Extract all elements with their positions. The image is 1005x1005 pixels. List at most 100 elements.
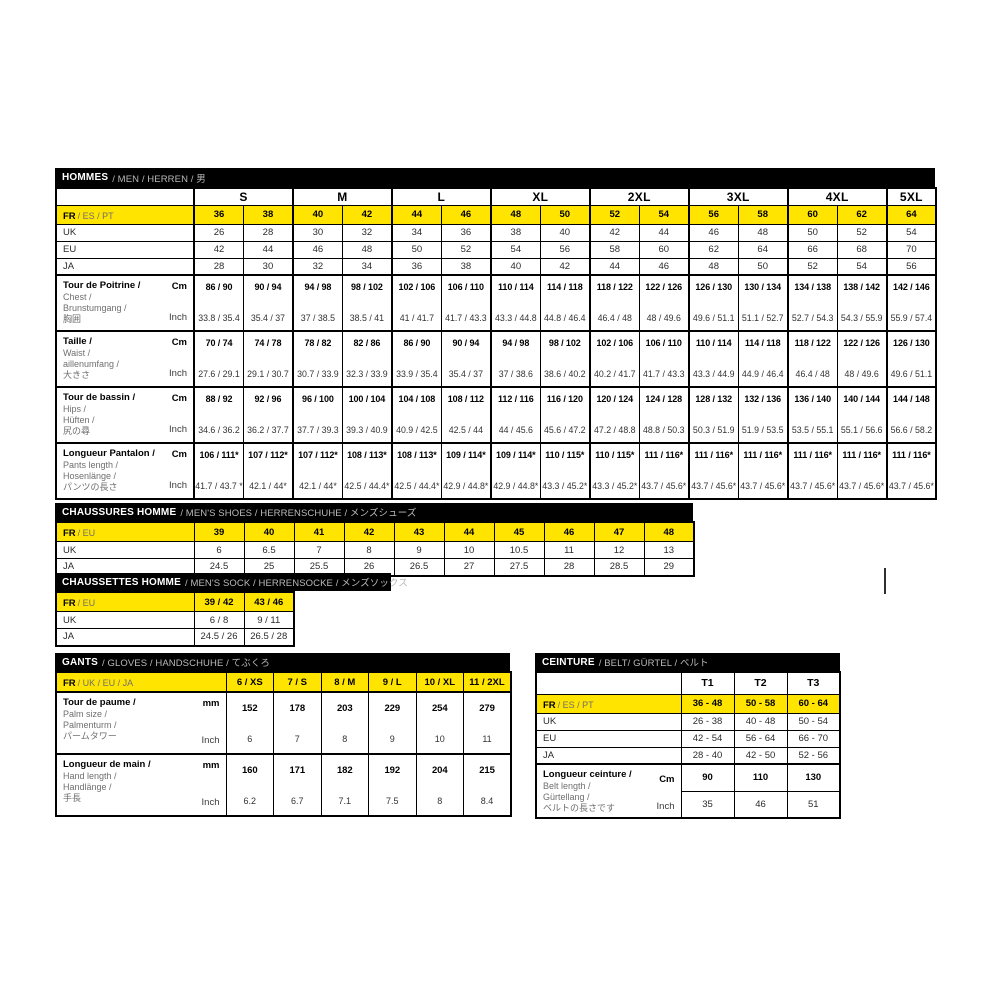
pants-value-cell: 110 / 115* 43.3 / 45.2*: [588, 442, 640, 500]
eu-size-cell: 70: [885, 240, 937, 259]
shoes-section: CHAUSSURES HOMME / MEN'S SHOES / HERRENS…: [55, 503, 695, 577]
chest-cm-value: 126 / 130: [695, 282, 733, 292]
chest-value-cell: 134 / 138 52.7 / 54.3: [786, 274, 838, 332]
belt-length-label-sub-0: Belt length /: [543, 780, 591, 791]
pants-inch-value: 42.9 / 44.8*: [493, 481, 539, 491]
fr-size-cell: 62: [836, 204, 888, 225]
hips-value-wrap: 96 / 100 37.7 / 39.3: [295, 389, 341, 442]
pants-value-wrap: 111 / 116* 43.7 / 45.6*: [640, 445, 687, 498]
shoes-uk-cell: 6: [193, 541, 245, 559]
shoes-fr-label: FR / EU: [55, 521, 195, 542]
waist-cm-value: 70 / 74: [205, 338, 233, 348]
hand-value-wrap: 192 7.5: [369, 756, 415, 815]
waist-cm-value: 106 / 110: [645, 338, 682, 348]
gloves-title-bar: GANTS / GLOVES / HANDSCHUHE / てぶくろ: [55, 653, 510, 671]
waist-inch-value: 48 / 49.6: [844, 369, 879, 379]
pants-value-wrap: 106 / 111* 41.7 / 43.7 *: [196, 445, 242, 498]
palm-value-wrap: 178 7: [274, 694, 320, 753]
chest-value-wrap: 138 / 142 54.3 / 55.9: [838, 277, 885, 330]
waist-inch-value: 44.9 / 46.4: [741, 369, 784, 379]
pants-value-wrap: 109 / 114* 42.9 / 44.8*: [493, 445, 539, 498]
fr-size-cell: 46: [440, 204, 492, 225]
belt-fr-label: FR / ES / PT: [535, 693, 682, 714]
pants-cm-value: 108 / 113*: [397, 450, 437, 460]
palm-value-cell: 279 11: [463, 691, 512, 755]
hips-cm-value: 120 / 124: [596, 394, 634, 404]
hips-value-wrap: 124 / 128 48.8 / 50.3: [640, 389, 687, 442]
chest-value-cell: 142 / 146 55.9 / 57.4: [885, 274, 937, 332]
hips-inch-value: 56.6 / 58.2: [890, 425, 933, 435]
waist-cm-value: 86 / 90: [403, 338, 431, 348]
fr-size-cell: 38: [242, 204, 294, 225]
belt-eu-cell: 56 - 64: [733, 729, 788, 748]
hips-cm-value: 116 / 120: [546, 394, 583, 404]
chest-value-wrap: 98 / 102 38.5 / 41: [343, 277, 390, 330]
hips-inch-value: 44 / 45.6: [498, 425, 533, 435]
chest-value-wrap: 134 / 138 52.7 / 54.3: [790, 277, 836, 330]
palm-value-cell: 178 7: [273, 691, 322, 755]
gloves-fr-label-main: FR: [63, 678, 76, 689]
uk-size-cell: 40: [539, 223, 591, 242]
belt-uk-cell: 50 - 54: [786, 712, 841, 731]
palm-row: Tour de paume / Palm size / Palmenturm / パー…: [55, 691, 512, 755]
shoes-uk-cell: 10: [443, 541, 495, 559]
palm-label-sub-1: Palmenturm /: [63, 719, 117, 730]
waist-unit-inch: Inch: [169, 368, 187, 380]
pants-inch-value: 43.7 / 45.6*: [691, 481, 737, 491]
shoes-title-secondary: / MEN'S SHOES / HERRENSCHUHE / メンズシューズ: [180, 508, 417, 519]
hips-inch-value: 53.5 / 55.1: [791, 425, 834, 435]
palm-unit-inch: Inch: [201, 735, 220, 747]
chest-value-wrap: 110 / 114 43.3 / 44.8: [493, 277, 539, 330]
hips-value-wrap: 144 / 148 56.6 / 58.2: [889, 389, 935, 442]
socks-ja-row: JA 24.5 / 26 26.5 / 28: [55, 628, 295, 646]
hips-inch-value: 51.9 / 53.5: [741, 425, 784, 435]
palm-inch-value: 9: [389, 734, 395, 744]
chest-inch-value: 41 / 41.7: [399, 313, 434, 323]
fr-size-cell: 48: [489, 204, 541, 225]
pants-unit-inch: Inch: [169, 480, 187, 492]
waist-inch-value: 33.9 / 35.4: [396, 369, 438, 379]
shoes-ja-cell: 27: [443, 558, 495, 576]
eu-size-cell: 50: [390, 240, 442, 259]
fr-es-pt-label: FR / ES / PT: [55, 204, 195, 225]
waist-value-wrap: 78 / 82 30.7 / 33.9: [295, 333, 341, 386]
waist-value-wrap: 110 / 114 43.3 / 44.9: [691, 333, 737, 386]
socks-ja-cell: 26.5 / 28: [243, 628, 295, 646]
gloves-title-secondary: / GLOVES / HANDSCHUHE / てぶくろ: [102, 658, 271, 669]
shoes-ja-cell: 26.5: [393, 558, 445, 576]
palm-inch-value: 7: [294, 734, 300, 744]
waist-value-cell: 102 / 106 40.2 / 41.7: [588, 330, 640, 388]
pants-value-wrap: 111 / 116* 43.7 / 45.6*: [790, 445, 836, 498]
hips-value-cell: 116 / 120 45.6 / 47.2: [539, 386, 591, 444]
hips-value-wrap: 132 / 136 51.9 / 53.5: [739, 389, 786, 442]
pants-label-sub-1: Hosenlänge /: [63, 470, 117, 481]
shoes-size-cell: 44: [443, 521, 495, 542]
size-group-5xl: 5XL: [885, 187, 937, 206]
ja-size-cell: 38: [440, 257, 492, 276]
pants-value-wrap: 110 / 115* 43.3 / 45.2*: [541, 445, 588, 498]
waist-label-sub-1: aillenumfang /: [63, 358, 120, 369]
pants-inch-value: 43.7 / 45.6*: [790, 481, 836, 491]
hand-unit-mm: mm: [202, 760, 220, 771]
palm-mm-value: 279: [479, 703, 495, 714]
palm-value-wrap: 254 10: [417, 694, 463, 753]
waist-cm-value: 114 / 118: [744, 338, 781, 348]
hand-value-wrap: 182 7.1: [322, 756, 368, 815]
chest-value-wrap: 86 / 90 33.8 / 35.4: [196, 277, 242, 330]
palm-inch-value: 6: [247, 734, 253, 744]
shoes-size-cell: 45: [493, 521, 545, 542]
eu-size-cell: 60: [638, 240, 690, 259]
waist-inch-value: 37 / 38.6: [498, 369, 533, 379]
waist-value-cell: 114 / 118 44.9 / 46.4: [737, 330, 789, 388]
hand-row-label: Longueur de main / Hand length / Handlänge…: [55, 753, 227, 817]
hips-row: Tour de bassin / Hips / Hüften / 尻の尋 Cm Inch 8…: [55, 386, 937, 444]
chest-value-cell: 130 / 134 51.1 / 52.7: [737, 274, 789, 332]
chest-label-main: Tour de Poitrine /: [63, 280, 141, 291]
waist-cm-value: 102 / 106: [596, 338, 634, 348]
socks-fr-label-rest: / EU: [77, 598, 96, 608]
gloves-size-cell: 10 / XL: [415, 671, 464, 693]
waist-value-wrap: 98 / 102 38.6 / 40.2: [541, 333, 588, 386]
shoes-uk-cell: 7: [293, 541, 345, 559]
ja-size-cell: 40: [489, 257, 541, 276]
hips-inch-value: 42.5 / 44: [448, 425, 483, 435]
